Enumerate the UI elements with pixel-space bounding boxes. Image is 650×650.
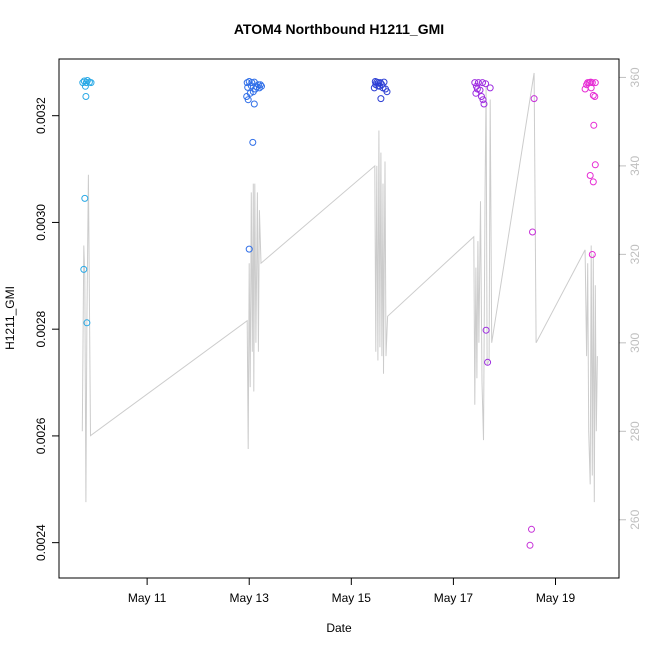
y-tick-label: 0.0032: [34, 97, 48, 134]
data-point: [482, 80, 490, 88]
y2-tick-label: 340: [628, 156, 642, 176]
y-axis-label: H1211_GMI: [3, 286, 17, 350]
data-point: [377, 95, 385, 103]
points-layer: [79, 77, 599, 549]
data-point: [591, 161, 599, 169]
data-point: [484, 358, 492, 366]
data-point: [80, 77, 88, 85]
data-point: [383, 88, 391, 96]
y-tick-label: 0.0028: [34, 310, 48, 347]
data-point: [587, 84, 595, 92]
data-point: [526, 541, 534, 549]
data-point: [80, 265, 88, 273]
secondary-trace-layer: [81, 72, 598, 503]
data-point: [486, 84, 494, 92]
data-point: [480, 100, 488, 108]
data-point: [479, 96, 487, 104]
y2-tick-label: 260: [628, 509, 642, 529]
y2-tick-label: 320: [628, 244, 642, 264]
chart-title: ATOM4 Northbound H1211_GMI: [234, 21, 444, 37]
x-tick-label: May 11: [128, 591, 167, 605]
data-point: [245, 245, 253, 253]
data-point: [82, 93, 90, 100]
x-tick-label: May 19: [536, 591, 576, 605]
data-point: [482, 326, 490, 334]
data-point: [588, 79, 596, 87]
data-point: [255, 84, 263, 92]
y-axis: 0.0024 0.0026 0.0028 0.0030 0.0032: [34, 97, 60, 561]
data-point: [529, 228, 536, 236]
data-point: [244, 96, 252, 104]
x-tick-label: May 13: [230, 591, 270, 605]
data-point: [588, 251, 596, 258]
x-axis: May 11 May 13 May 15 May 17 May 19: [128, 577, 576, 605]
data-point: [591, 93, 599, 100]
data-point: [256, 81, 264, 89]
data-point: [479, 79, 486, 87]
y-tick-label: 0.0030: [34, 204, 48, 241]
plot-frame: [58, 58, 620, 579]
y2-tick-label: 360: [628, 67, 642, 87]
data-point: [589, 91, 597, 99]
data-point: [474, 79, 482, 87]
y-tick-label: 0.0024: [34, 524, 48, 561]
data-point: [83, 77, 91, 84]
y2-axis: 260 280 300 320 340 360: [618, 67, 642, 530]
data-point: [591, 79, 599, 87]
data-point: [478, 93, 485, 100]
x-tick-label: May 17: [434, 591, 474, 605]
data-point: [83, 319, 91, 327]
x-axis-label: Date: [326, 621, 352, 635]
data-point: [471, 79, 479, 87]
data-point: [249, 138, 257, 146]
data-point: [248, 79, 256, 87]
y-tick-label: 0.0026: [34, 417, 48, 454]
data-point: [380, 78, 388, 86]
data-point: [81, 194, 89, 202]
data-point: [374, 82, 382, 90]
data-point: [528, 525, 535, 533]
secondary-trace-line: [81, 72, 598, 503]
y2-tick-label: 300: [628, 332, 642, 352]
data-point: [250, 100, 258, 108]
data-point: [87, 79, 95, 87]
data-point: [590, 121, 598, 129]
data-point: [589, 178, 597, 186]
x-tick-label: May 15: [332, 591, 372, 605]
y2-tick-label: 280: [628, 421, 642, 441]
data-point: [258, 82, 265, 90]
data-point: [586, 172, 594, 179]
data-point: [530, 95, 538, 103]
data-point: [476, 86, 484, 94]
